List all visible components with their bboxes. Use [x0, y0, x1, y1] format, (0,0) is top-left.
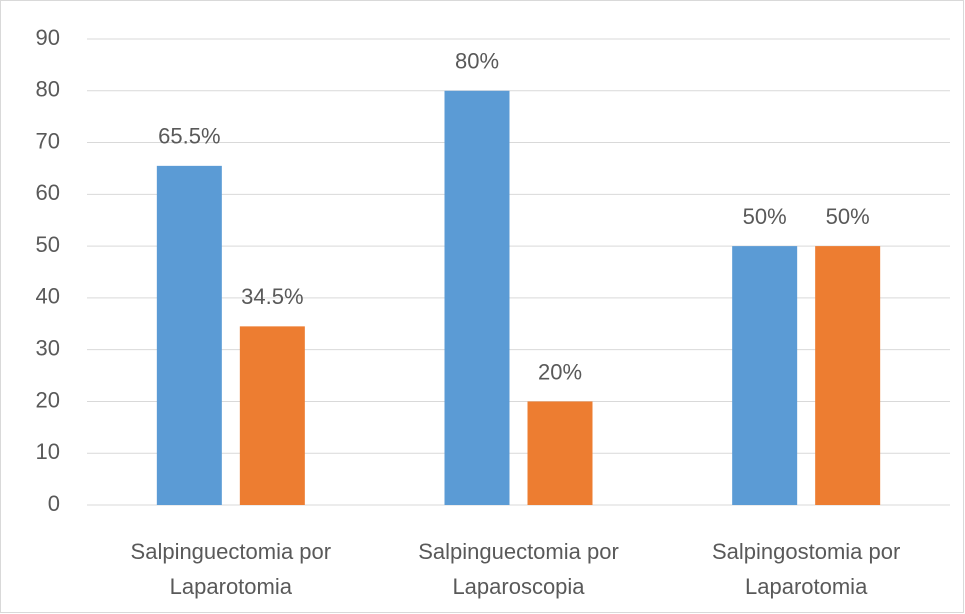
- y-tick-label: 60: [36, 180, 60, 205]
- x-tick-label: Salpinguectomia por Laparotomia: [131, 539, 332, 599]
- y-tick-label: 20: [36, 387, 60, 412]
- data-label: 65.5%: [158, 124, 220, 149]
- bar: [239, 326, 305, 505]
- y-tick-label: 70: [36, 128, 60, 153]
- y-tick-label: 30: [36, 335, 60, 360]
- data-label: 50%: [743, 204, 787, 229]
- data-label: 34.5%: [241, 284, 303, 309]
- bar: [527, 401, 593, 505]
- y-tick-label: 0: [48, 491, 60, 516]
- y-tick-label: 90: [36, 25, 60, 50]
- data-label: 20%: [538, 359, 582, 384]
- y-tick-label: 40: [36, 284, 60, 309]
- bar: [444, 90, 510, 506]
- data-label: 80%: [455, 49, 499, 74]
- bar: [815, 246, 881, 505]
- y-tick-label: 10: [36, 439, 60, 464]
- data-label: 50%: [826, 204, 870, 229]
- bar: [732, 246, 798, 505]
- y-tick-label: 80: [36, 77, 60, 102]
- x-tick-label: Salpinguectomia por Laparoscopia: [418, 539, 619, 599]
- bar: [156, 165, 222, 505]
- x-tick-label: Salpingostomia por Laparotomia: [712, 539, 900, 599]
- y-tick-label: 50: [36, 232, 60, 257]
